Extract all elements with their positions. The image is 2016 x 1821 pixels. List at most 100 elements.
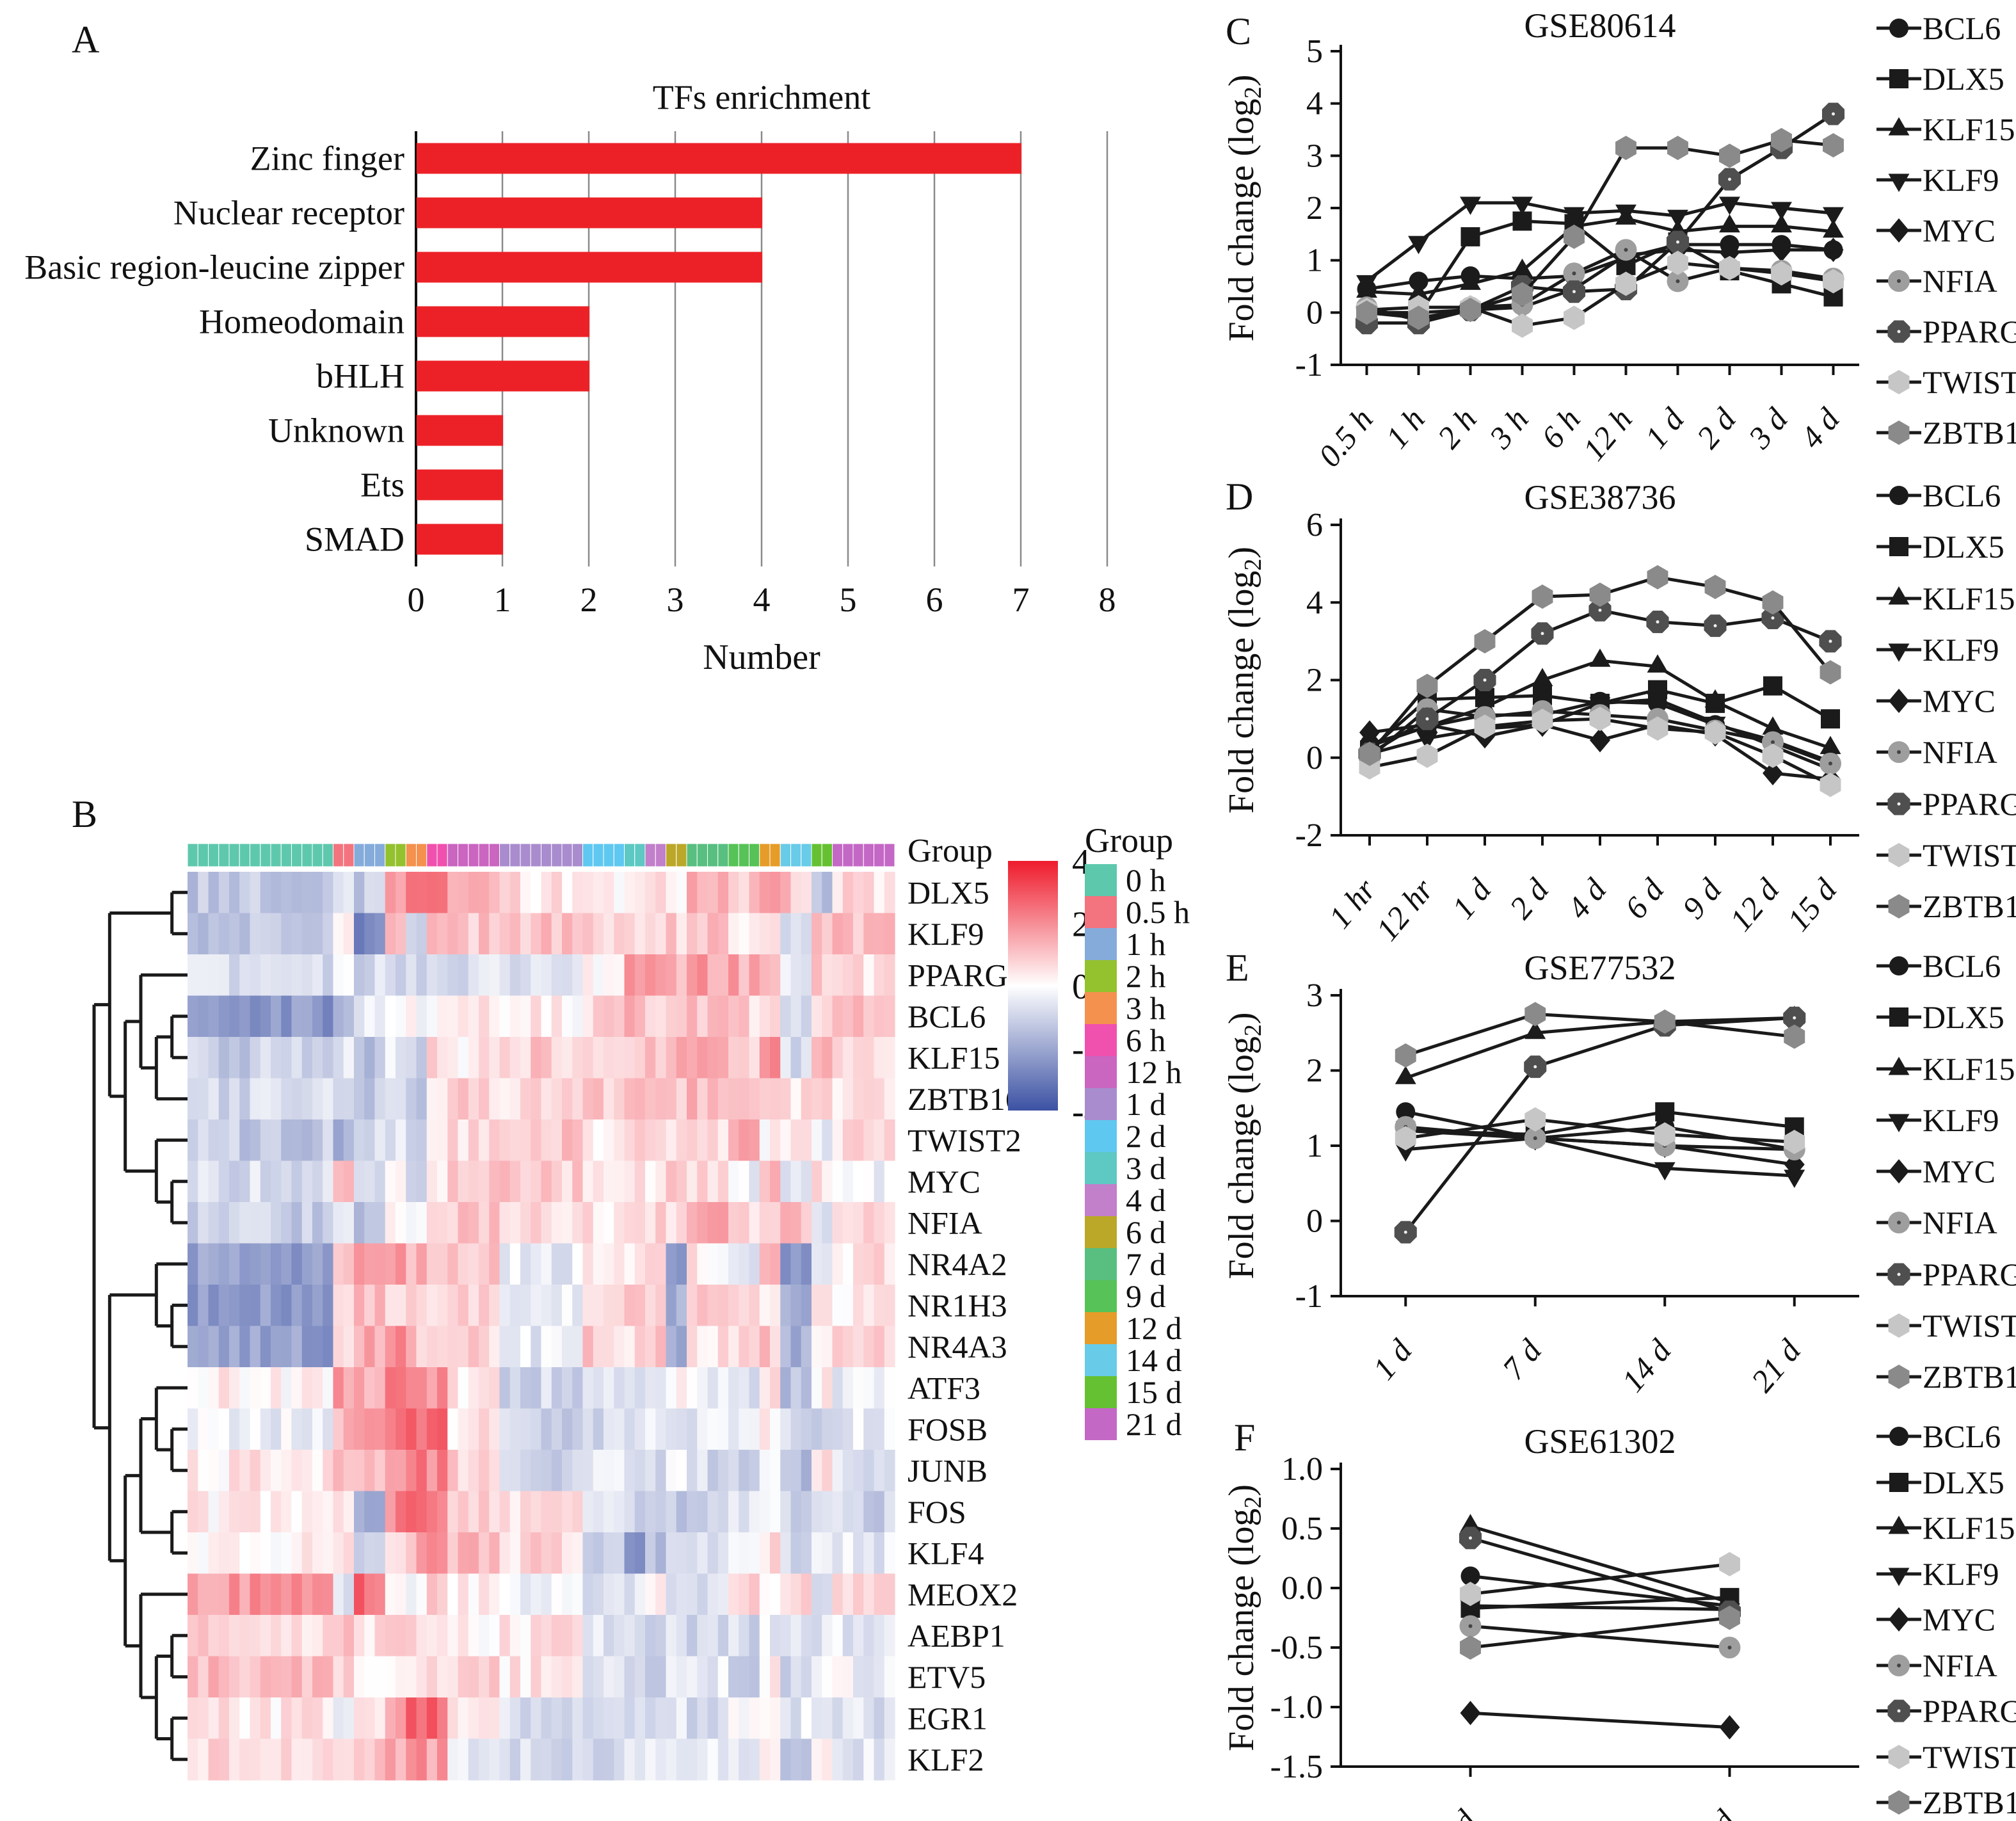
heatmap-cell (416, 1326, 428, 1368)
heatmap-cell (749, 1037, 760, 1079)
heatmap-cell (832, 1573, 844, 1616)
heatmap-cell (374, 1367, 386, 1409)
heatmap-cell (323, 1078, 334, 1120)
heatmap-cell (499, 1738, 511, 1781)
heatmap-cell (572, 1160, 584, 1203)
group-strip-cell (197, 843, 209, 867)
heatmap-cell (416, 1285, 428, 1327)
heatmap-cell (790, 1697, 802, 1740)
heatmap-cell (271, 1202, 282, 1244)
x-tick-label: 3 (667, 581, 684, 619)
heatmap-cell (562, 1491, 573, 1533)
heatmap-cell (458, 1615, 469, 1657)
panel-e-letter: E (1226, 947, 1249, 989)
marker-circle (1396, 1102, 1416, 1122)
heatmap-cell (572, 995, 584, 1038)
x-tick-label: 7 d (1495, 1332, 1549, 1386)
y-axis-label: Fold change (log2) (1222, 547, 1267, 814)
heatmap-cell (229, 1408, 240, 1450)
marker-square (1889, 1472, 1908, 1492)
heatmap-cell (666, 1326, 677, 1368)
heatmap-cell (364, 1037, 376, 1079)
heatmap-cell (458, 1202, 469, 1244)
heatmap-cell (822, 1202, 833, 1244)
heatmap-cell (271, 1450, 282, 1492)
heatmap-cell (853, 872, 864, 914)
heatmap-cell (364, 1285, 376, 1327)
marker-triangle-down (1771, 202, 1792, 220)
heatmap-cell (645, 1037, 656, 1079)
heatmap-cell (229, 1202, 240, 1244)
heatmap-cell (728, 1119, 739, 1162)
heatmap-cell (614, 1160, 625, 1203)
heatmap-cell (604, 1615, 614, 1657)
heatmap-cell (385, 1078, 396, 1120)
heatmap-cell (531, 1202, 542, 1244)
heatmap-cell (218, 1285, 230, 1327)
heatmap-cell (271, 1532, 282, 1575)
heatmap-cell (822, 1532, 833, 1575)
group-legend-item: 9 d (1085, 1278, 1190, 1314)
heatmap-cell (593, 1615, 604, 1657)
heatmap-cell (634, 1738, 646, 1781)
heatmap-cell (291, 954, 303, 997)
heatmap-cell (229, 1037, 240, 1079)
heatmap-cell (697, 1697, 708, 1740)
heatmap-cell (374, 872, 386, 914)
heatmap-cell (499, 1078, 511, 1120)
heatmap-cell (447, 1450, 459, 1492)
heatmap-cell (717, 1243, 729, 1285)
heatmap-cell (499, 995, 511, 1038)
heatmap-cell (790, 1408, 802, 1450)
heatmap-row-label: MEOX2 (908, 1576, 1018, 1612)
heatmap-cell (759, 1450, 771, 1492)
heatmap-cell (520, 954, 531, 997)
heatmap-cell (301, 1367, 313, 1409)
marker-hexagon (1395, 1126, 1416, 1151)
heatmap-cell (520, 1119, 531, 1162)
heatmap-cell (489, 1615, 500, 1657)
heatmap-cell (842, 1697, 854, 1740)
heatmap-cell (604, 1243, 614, 1285)
bar-category-label: Ets (360, 466, 404, 504)
heatmap-cell (291, 1573, 303, 1616)
heatmap-cell (822, 1450, 833, 1492)
heatmap-cell (634, 872, 646, 914)
group-strip-cell (551, 843, 563, 867)
heatmap-cell (396, 1078, 406, 1120)
heatmap-cell (489, 1491, 500, 1533)
heatmap-cell (271, 1697, 282, 1740)
heatmap-cell (707, 995, 719, 1038)
group-legend-item: 21 d (1085, 1406, 1190, 1442)
heatmap-cell (614, 1615, 625, 1657)
heatmap-cell (749, 1491, 760, 1533)
heatmap-cell (551, 1160, 563, 1203)
heatmap-cell (634, 1202, 646, 1244)
heatmap-cell (250, 1202, 261, 1244)
bar-category-label: Basic region-leucine zipper (24, 248, 404, 287)
heatmap-cell (343, 1532, 355, 1575)
heatmap-cell (676, 1491, 687, 1533)
heatmap-cell (489, 1573, 500, 1616)
heatmap-cell (717, 1615, 729, 1657)
bar (417, 469, 503, 501)
heatmap-cell (458, 1656, 469, 1698)
heatmap-cell (728, 954, 739, 997)
group-legend-label: 3 h (1126, 990, 1166, 1026)
marker-triangle-up (1512, 259, 1533, 277)
heatmap-cell (385, 1450, 396, 1492)
legend-item-BCL6: BCL6 (1875, 477, 2016, 514)
heatmap-cell (739, 1037, 750, 1079)
x-tick-label: 2 (580, 581, 598, 619)
series-KLF15 (1460, 1514, 1740, 1608)
heatmap-cell (604, 1160, 614, 1203)
heatmap-cell (396, 1160, 406, 1203)
heatmap-cell (229, 1326, 240, 1368)
heatmap-cell (645, 1285, 656, 1327)
heatmap-cell (271, 1326, 282, 1368)
heatmap-cell (396, 1202, 406, 1244)
heatmap-cell (614, 913, 625, 955)
heatmap-cell (874, 1078, 885, 1120)
heatmap-cell (364, 1697, 376, 1740)
y-tick-label: 2 (1306, 190, 1323, 227)
